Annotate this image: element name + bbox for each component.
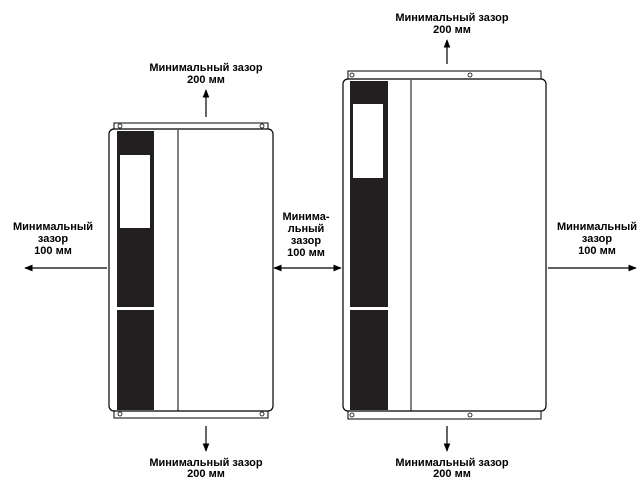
right-panel-divider bbox=[350, 307, 388, 310]
right-display-window bbox=[353, 104, 383, 178]
left-bottom-label-line2: 200 мм bbox=[187, 468, 225, 478]
right-bottom-label-line2: 200 мм bbox=[433, 468, 471, 478]
left-mount-hole bbox=[259, 123, 265, 129]
left-mount-hole bbox=[117, 123, 123, 129]
left-top-label-line1: Минимальный зазор bbox=[149, 62, 263, 74]
right-mount-hole bbox=[349, 72, 355, 78]
left-side-label-line1: Минимальный bbox=[13, 221, 93, 233]
left-bottom-label-line1: Минимальный зазор bbox=[149, 457, 263, 469]
left-display-window bbox=[120, 155, 150, 228]
right-mount-hole bbox=[349, 412, 355, 418]
middle-label-line3: зазор bbox=[291, 235, 321, 247]
middle-label-line1: Минима- bbox=[282, 211, 329, 223]
middle-label-line2: льный bbox=[288, 223, 325, 235]
left-cabinet bbox=[108, 122, 274, 419]
clearance-labels: Минимальный зазор 200 мм Минимальный заз… bbox=[13, 12, 637, 478]
left-panel-divider bbox=[117, 307, 154, 310]
clearance-arrows bbox=[24, 39, 637, 452]
right-mount-hole bbox=[467, 412, 473, 418]
right-top-label-line2: 200 мм bbox=[433, 24, 471, 36]
left-side-label-line2: зазор bbox=[38, 233, 68, 245]
right-cabinet-body bbox=[342, 78, 547, 412]
left-top-label-line2: 200 мм bbox=[187, 74, 225, 86]
right-side-label-line3: 100 мм bbox=[578, 245, 616, 257]
right-mount-hole bbox=[467, 72, 473, 78]
left-side-label-line3: 100 мм bbox=[34, 245, 72, 257]
right-top-label-line1: Минимальный зазор bbox=[395, 12, 509, 24]
right-side-label-line1: Минимальный bbox=[557, 221, 637, 233]
left-mount-hole bbox=[259, 411, 265, 417]
middle-label-line4: 100 мм bbox=[287, 247, 325, 259]
right-cabinet bbox=[342, 70, 547, 420]
right-bottom-label-line1: Минимальный зазор bbox=[395, 457, 509, 469]
right-side-label-line2: зазор bbox=[582, 233, 612, 245]
left-mount-hole bbox=[117, 411, 123, 417]
